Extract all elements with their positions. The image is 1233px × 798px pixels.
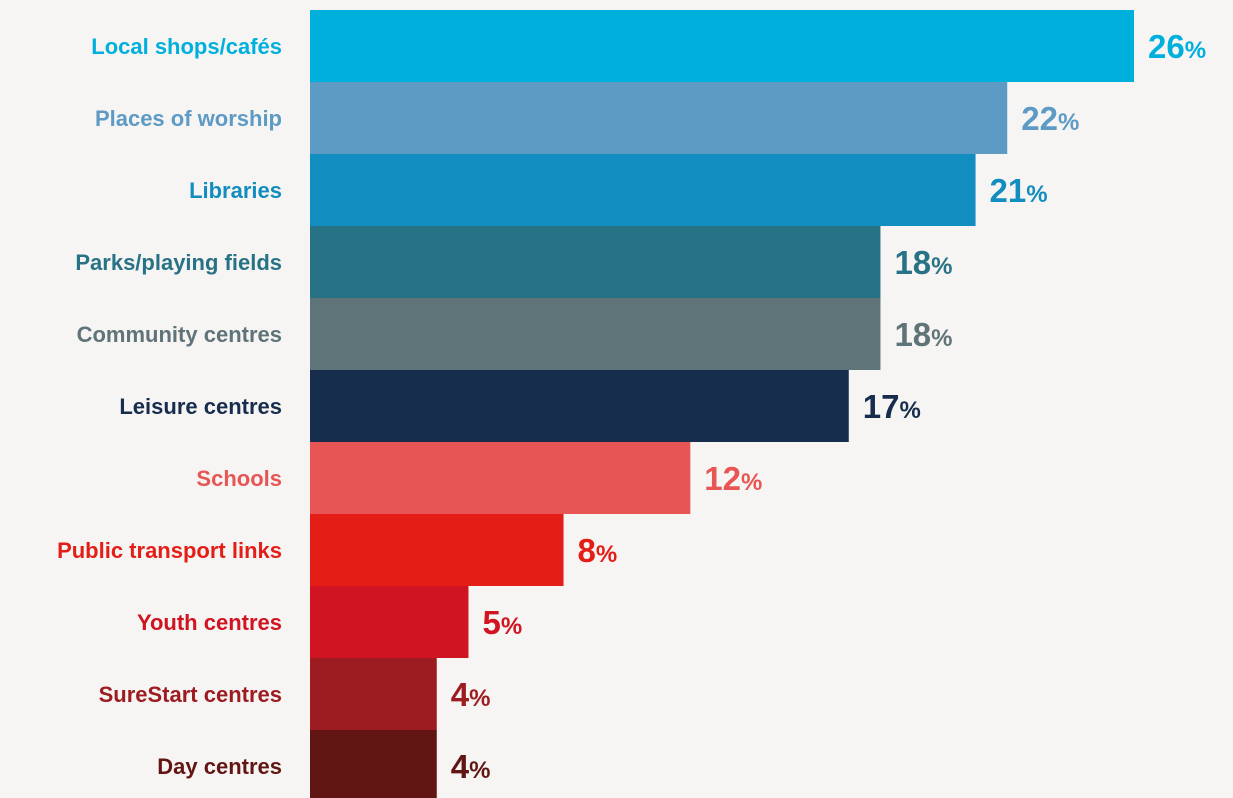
category-label-local-shops-caf-s: Local shops/cafés bbox=[91, 34, 282, 59]
value-number: 4 bbox=[451, 748, 470, 785]
value-label-public-transport-links: 8% bbox=[578, 532, 618, 569]
category-label-community-centres: Community centres bbox=[77, 322, 282, 347]
value-labels-group: 26%22%21%18%18%17%12%8%5%4%4% bbox=[451, 28, 1206, 785]
category-label-public-transport-links: Public transport links bbox=[57, 538, 282, 563]
value-number: 18 bbox=[894, 316, 931, 353]
value-unit: % bbox=[1026, 181, 1047, 208]
value-number: 21 bbox=[990, 172, 1027, 209]
bar-day-centres bbox=[310, 730, 437, 798]
bar-public-transport-links bbox=[310, 514, 564, 586]
category-label-parks-playing-fields: Parks/playing fields bbox=[75, 250, 282, 275]
value-number: 4 bbox=[451, 676, 470, 713]
category-label-day-centres: Day centres bbox=[157, 754, 282, 779]
value-unit: % bbox=[899, 397, 920, 424]
category-label-places-of-worship: Places of worship bbox=[95, 106, 282, 131]
value-number: 17 bbox=[863, 388, 900, 425]
value-label-youth-centres: 5% bbox=[482, 604, 522, 641]
category-label-libraries: Libraries bbox=[189, 178, 282, 203]
value-unit: % bbox=[931, 325, 952, 352]
value-label-parks-playing-fields: 18% bbox=[894, 244, 952, 281]
bars-group bbox=[310, 10, 1134, 798]
value-unit: % bbox=[1058, 109, 1079, 136]
value-number: 5 bbox=[482, 604, 500, 641]
value-label-community-centres: 18% bbox=[894, 316, 952, 353]
value-label-day-centres: 4% bbox=[451, 748, 491, 785]
bar-leisure-centres bbox=[310, 370, 849, 442]
bar-surestart-centres bbox=[310, 658, 437, 730]
bar-parks-playing-fields bbox=[310, 226, 881, 298]
value-unit: % bbox=[741, 469, 762, 496]
value-label-schools: 12% bbox=[704, 460, 762, 497]
value-number: 26 bbox=[1148, 28, 1185, 65]
value-unit: % bbox=[469, 757, 490, 784]
value-unit: % bbox=[501, 613, 522, 640]
value-number: 22 bbox=[1021, 100, 1058, 137]
bar-libraries bbox=[310, 154, 976, 226]
value-label-places-of-worship: 22% bbox=[1021, 100, 1079, 137]
value-unit: % bbox=[469, 685, 490, 712]
bar-community-centres bbox=[310, 298, 881, 370]
bar-local-shops-caf-s bbox=[310, 10, 1134, 82]
value-number: 12 bbox=[704, 460, 741, 497]
category-label-leisure-centres: Leisure centres bbox=[119, 394, 282, 419]
value-label-libraries: 21% bbox=[990, 172, 1048, 209]
category-labels-group: Local shops/cafés Places of worship Librar… bbox=[57, 34, 282, 779]
value-number: 18 bbox=[894, 244, 931, 281]
value-label-surestart-centres: 4% bbox=[451, 676, 491, 713]
category-label-youth-centres: Youth centres bbox=[137, 610, 282, 635]
category-label-schools: Schools bbox=[196, 466, 282, 491]
value-label-local-shops-caf-s: 26% bbox=[1148, 28, 1206, 65]
value-unit: % bbox=[931, 253, 952, 280]
bar-schools bbox=[310, 442, 691, 514]
bar-places-of-worship bbox=[310, 82, 1008, 154]
bar-youth-centres bbox=[310, 586, 469, 658]
value-number: 8 bbox=[578, 532, 596, 569]
category-label-surestart-centres: SureStart centres bbox=[99, 682, 282, 707]
value-unit: % bbox=[1185, 37, 1206, 64]
value-label-leisure-centres: 17% bbox=[863, 388, 921, 425]
value-unit: % bbox=[596, 541, 617, 568]
